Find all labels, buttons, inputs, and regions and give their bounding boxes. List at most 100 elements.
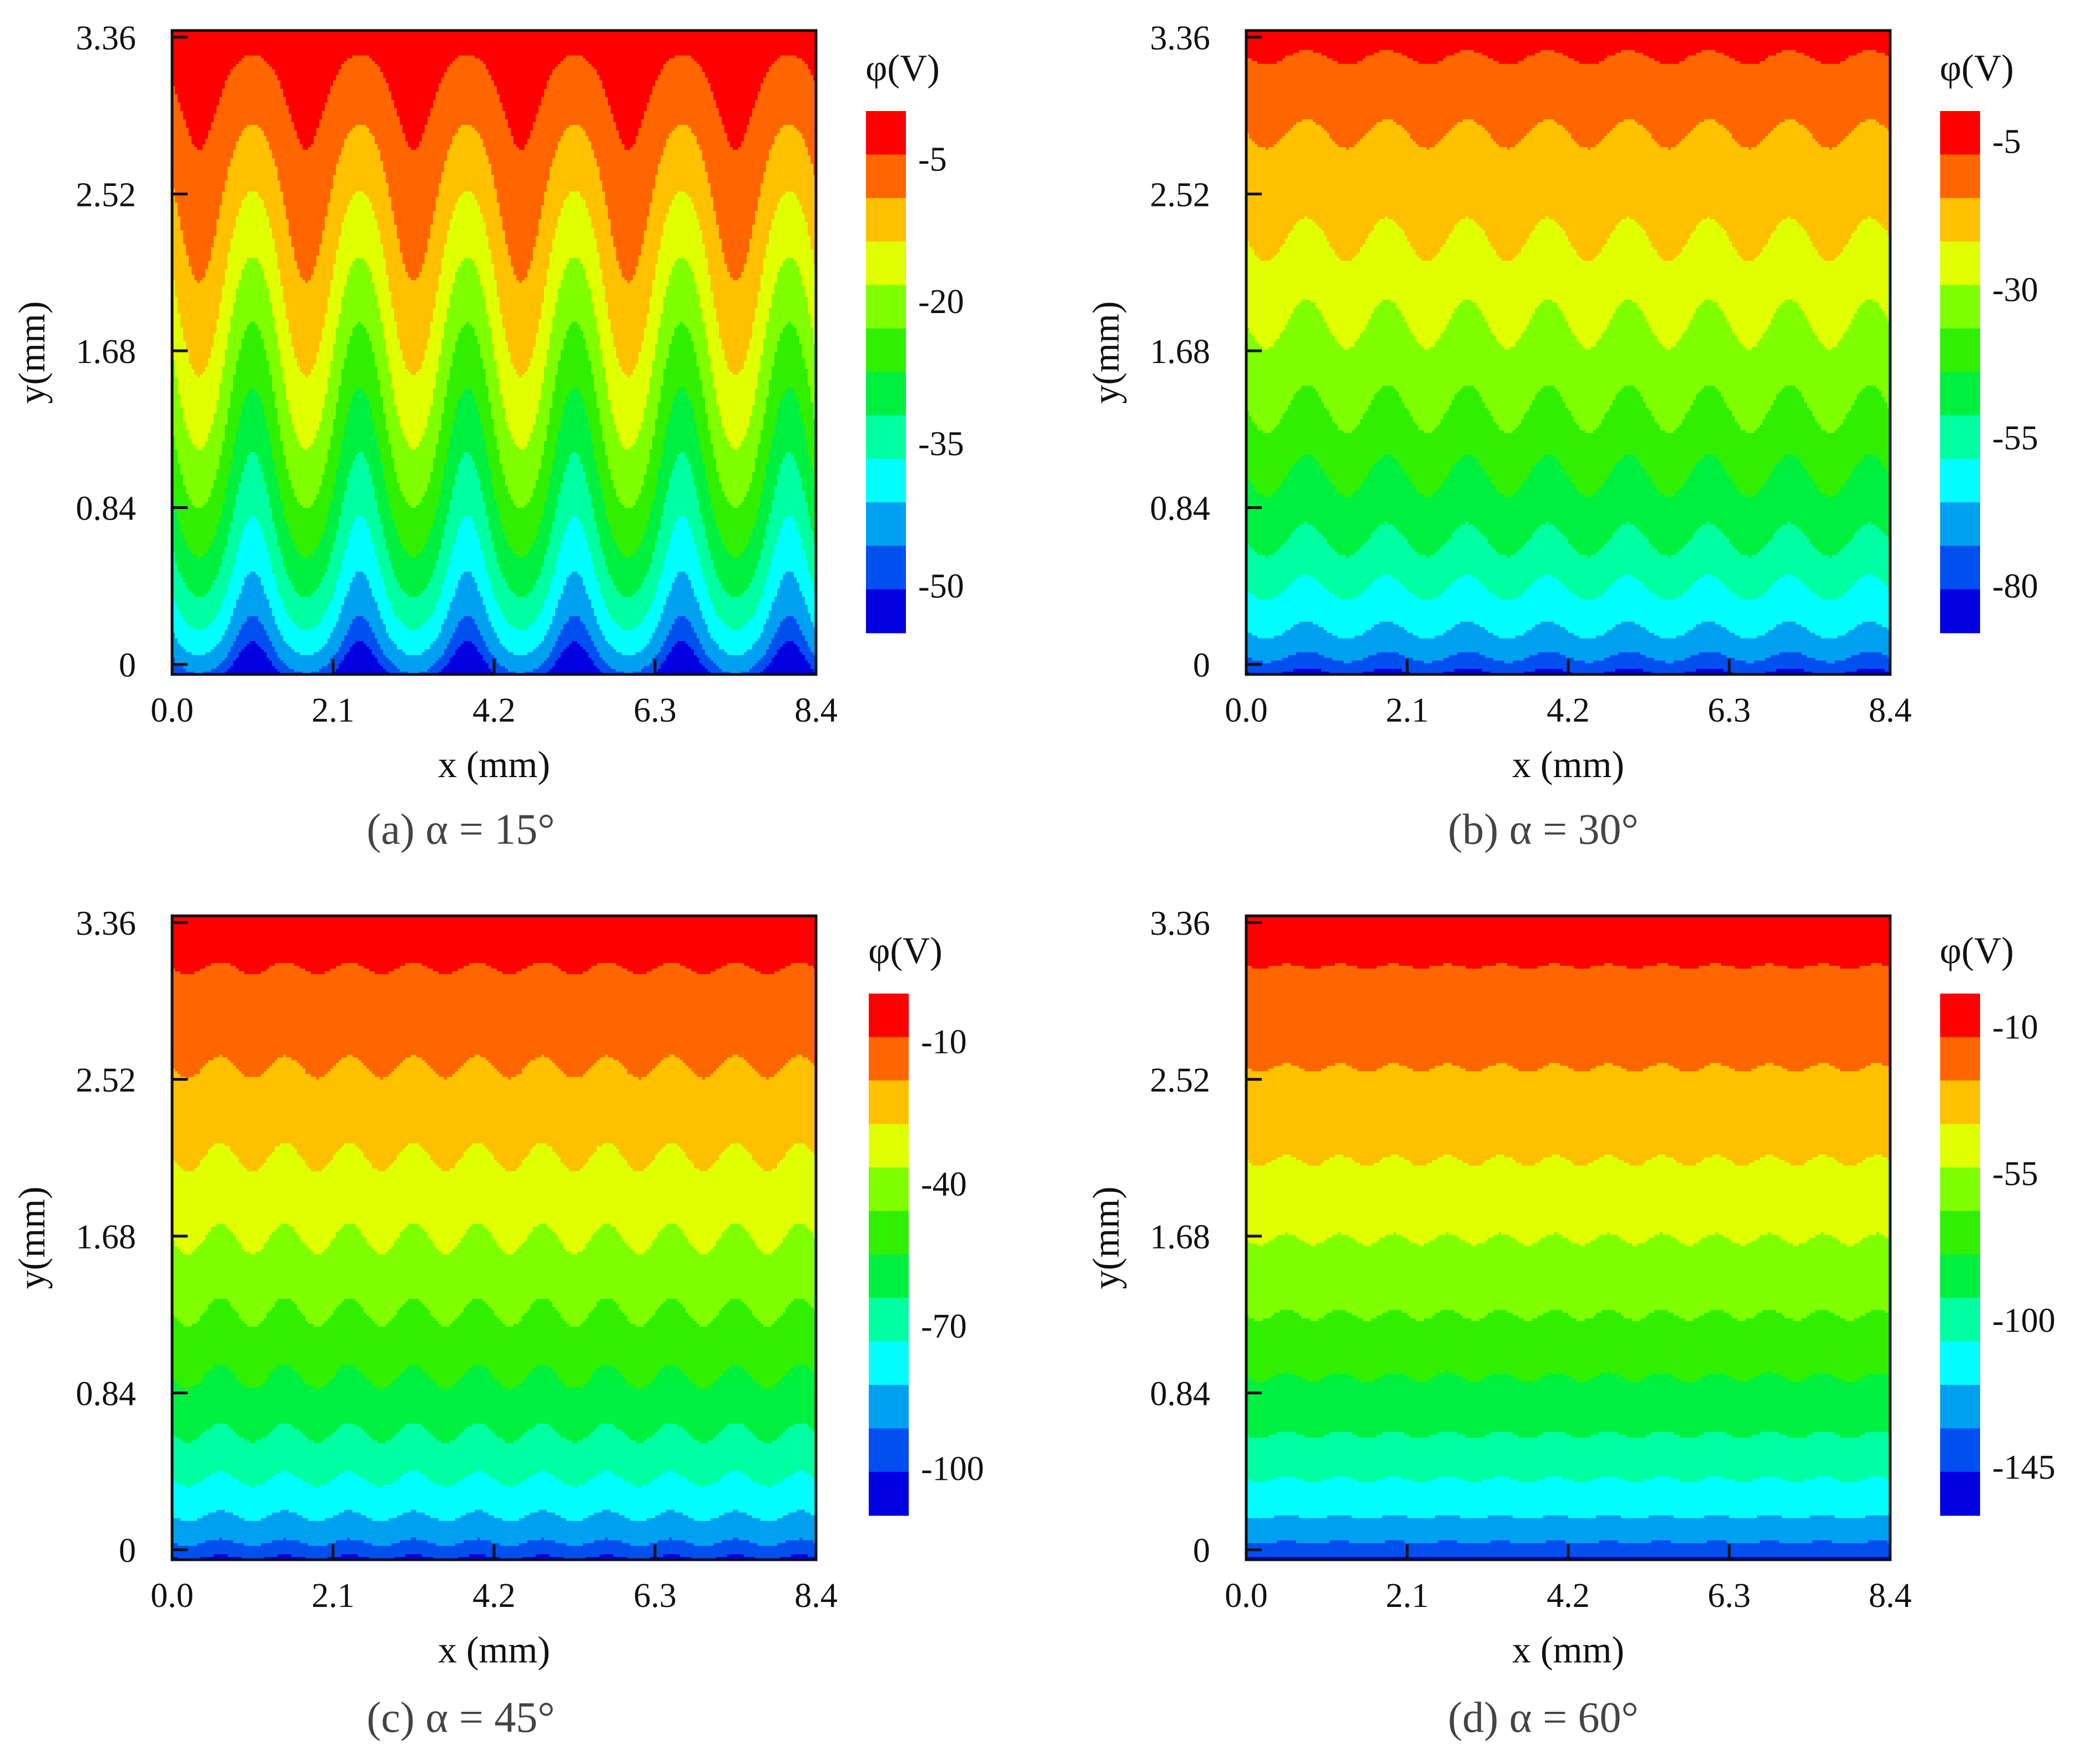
contour-cell — [1646, 322, 1649, 409]
contour-cell — [253, 516, 256, 572]
contour-cell — [1613, 466, 1616, 533]
contour-cell — [464, 516, 467, 572]
contour-cell — [1443, 136, 1447, 245]
contour-cell — [244, 577, 248, 622]
contour-cell — [791, 325, 794, 389]
contour-cell — [810, 622, 814, 653]
contour-cell — [1579, 638, 1583, 661]
contour-cell — [1793, 525, 1796, 578]
contour-cell — [1280, 486, 1283, 547]
contour-cell — [411, 655, 414, 675]
contour-cell — [663, 222, 667, 298]
contour-cell — [1538, 527, 1541, 578]
contour-cell — [1682, 61, 1685, 139]
contour-cell — [722, 622, 725, 650]
contour-cell — [1668, 599, 1671, 639]
contour-cell — [1249, 633, 1252, 658]
contour-cell — [661, 647, 664, 664]
contour-cell — [525, 372, 528, 447]
contour-cell — [561, 280, 564, 350]
contour-cell — [1329, 31, 1333, 59]
contour-cell — [1388, 386, 1391, 456]
contour-cell — [1718, 461, 1721, 531]
contour-cell — [502, 230, 506, 328]
contour-cell — [1343, 663, 1347, 675]
contour-cell — [777, 203, 780, 273]
contour-cell — [797, 58, 800, 131]
contour-cell — [1391, 652, 1394, 669]
contour-cell — [1490, 658, 1494, 675]
contour-cell — [1324, 630, 1327, 658]
contour-cell — [1310, 525, 1313, 578]
contour-cell — [1602, 636, 1605, 661]
contour-cell — [1765, 591, 1769, 633]
contour-cell — [1396, 391, 1399, 461]
contour-cell — [411, 150, 414, 281]
contour-cell — [516, 508, 520, 556]
contour-cell — [347, 31, 350, 59]
contour-cell — [1399, 397, 1402, 467]
contour-cell — [683, 516, 686, 572]
contour-cell — [1343, 31, 1347, 64]
contour-cell — [1382, 574, 1386, 622]
contour-cell — [189, 31, 192, 137]
contour-cell — [1305, 119, 1308, 217]
contour-cell — [511, 591, 514, 628]
contour-cell — [419, 31, 422, 142]
contour-cell — [1474, 31, 1477, 53]
contour-cell — [225, 269, 228, 350]
contour-cell — [289, 647, 292, 669]
contour-cell — [1299, 219, 1302, 303]
contour-cell — [769, 663, 772, 675]
contour-cell — [527, 31, 531, 139]
contour-cell — [1590, 497, 1594, 556]
contour-cell — [747, 622, 750, 650]
colorbar-band — [866, 111, 906, 155]
contour-cell — [366, 400, 370, 464]
contour-cell — [488, 530, 492, 581]
contour-cell — [444, 666, 447, 675]
contour-cell — [1293, 463, 1297, 531]
contour-cell — [758, 197, 761, 292]
contour-cell — [563, 649, 567, 675]
contour-cell — [1404, 31, 1408, 56]
contour-cell — [575, 191, 578, 259]
contour-cell — [1626, 669, 1630, 675]
contour-cell — [180, 577, 184, 617]
contour-cell — [1549, 574, 1552, 622]
contour-cell — [280, 502, 284, 556]
contour-cell — [530, 591, 533, 625]
contour-cell — [1449, 405, 1452, 472]
contour-cell — [708, 183, 711, 275]
contour-cell — [747, 588, 750, 622]
contour-cell — [1713, 31, 1716, 51]
contour-cell — [1715, 303, 1719, 389]
contour-cell — [1446, 325, 1449, 411]
contour-cell — [214, 647, 217, 669]
contour-cell — [1490, 139, 1494, 248]
contour-cell — [408, 31, 411, 148]
contour-cell — [644, 31, 647, 112]
contour-cell — [350, 624, 353, 647]
contour-cell — [600, 658, 603, 672]
contour-cell — [1796, 31, 1799, 53]
contour-cell — [228, 31, 231, 75]
contour-cell — [1438, 61, 1441, 142]
contour-cell — [1774, 230, 1777, 314]
contour-cell — [380, 666, 384, 675]
contour-cell — [408, 555, 411, 597]
contour-cell — [314, 266, 317, 364]
contour-cell — [586, 31, 589, 62]
contour-cell — [1513, 347, 1516, 431]
contour-cell — [1260, 347, 1263, 431]
contour-cell — [1360, 139, 1363, 248]
contour-cell — [1277, 550, 1280, 597]
contour-cell — [1787, 31, 1791, 51]
contour-cell — [1771, 31, 1774, 56]
contour-cell — [1615, 31, 1619, 53]
contour-cell — [691, 58, 694, 134]
contour-cell — [477, 477, 481, 539]
contour-cell — [511, 550, 514, 592]
contour-cell — [1371, 533, 1374, 583]
contour-cell — [286, 31, 289, 106]
